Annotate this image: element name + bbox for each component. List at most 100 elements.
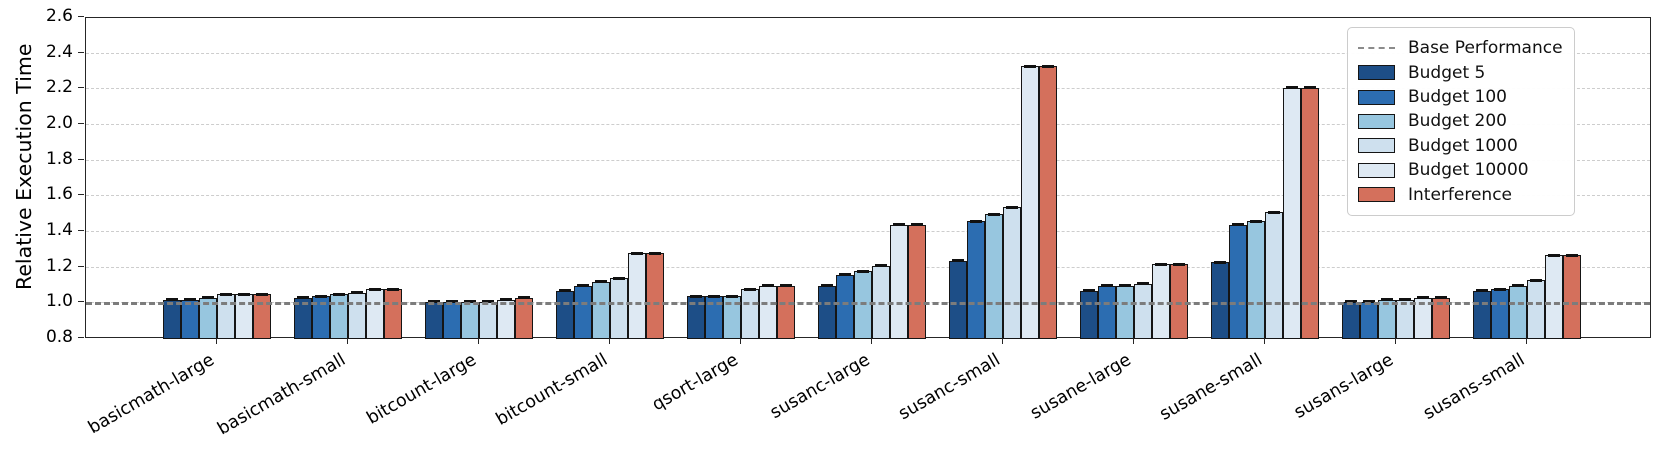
error-bar-cap [296, 296, 310, 300]
error-bar-cap [255, 292, 269, 296]
bar-susanc-small-budget-100 [967, 221, 985, 339]
error-bar-cap [481, 300, 495, 304]
gridline [86, 88, 1650, 90]
y-tick-label: 1.6 [45, 184, 73, 205]
x-tick-label: basicmath-large [85, 350, 218, 439]
gridline [86, 266, 1650, 268]
bar-bitcount-small-budget-1000 [610, 278, 628, 339]
y-tick-mark [78, 194, 84, 196]
error-bar-cap [707, 294, 721, 298]
y-tick-label: 2.4 [45, 41, 73, 62]
legend-swatch-icon [1358, 187, 1395, 203]
y-tick-label: 1.8 [45, 148, 73, 169]
legend-item-budget-200: Budget 200 [1358, 109, 1564, 133]
bar-susans-small-budget-5 [1473, 290, 1491, 339]
error-bar-cap [332, 292, 346, 296]
y-tick-mark [78, 301, 84, 303]
legend-swatch-icon [1358, 138, 1395, 154]
error-bar-cap [856, 269, 870, 273]
error-bar-cap [1023, 64, 1037, 68]
x-tick-label: susans-large [1290, 350, 1397, 423]
error-bar-cap [874, 264, 888, 268]
bar-basicmath-large-budget-5 [163, 299, 181, 339]
gridline [86, 231, 1650, 232]
gridline [86, 195, 1650, 197]
x-tick-label: susans-small [1419, 350, 1528, 424]
x-tick-mark [740, 338, 741, 344]
x-tick-label: bitcount-small [492, 350, 611, 430]
bar-susanc-small-budget-5 [949, 260, 967, 339]
legend-label: Budget 10000 [1408, 160, 1529, 181]
bar-bitcount-small-budget-5 [556, 290, 574, 339]
bar-susans-small-budget-100 [1491, 289, 1509, 339]
x-tick-mark [1002, 338, 1003, 344]
bar-susane-large-budget-100 [1098, 285, 1116, 339]
legend-item-budget-100: Budget 100 [1358, 85, 1564, 109]
bar-susanc-small-interference [1039, 66, 1057, 339]
bar-susane-large-budget-200 [1116, 285, 1134, 339]
x-tick-mark [1133, 338, 1134, 344]
legend-item-budget-5: Budget 5 [1358, 60, 1564, 84]
error-bar-cap [1529, 278, 1543, 282]
y-tick-mark [78, 16, 84, 17]
gridline [86, 159, 1650, 161]
y-tick-label: 2.2 [45, 77, 73, 98]
error-bar-cap [1231, 223, 1245, 227]
error-bar-cap [1493, 287, 1507, 291]
bar-bitcount-small-interference [646, 253, 664, 339]
legend-swatch-icon [1358, 113, 1395, 129]
error-bar-cap [725, 294, 739, 298]
bar-susans-small-budget-10000 [1545, 255, 1563, 339]
bar-bitcount-large-budget-10000 [497, 299, 515, 339]
error-bar-cap [951, 259, 965, 263]
legend: Base Performance Budget 5 Budget 100 Budget… [1347, 27, 1575, 216]
bar-bitcount-large-budget-200 [461, 301, 479, 339]
legend-label: Interference [1408, 184, 1513, 205]
error-bar-cap [910, 223, 924, 227]
x-tick-label: qsort-large [649, 350, 742, 416]
bar-basicmath-small-interference [384, 289, 402, 339]
bar-bitcount-large-budget-5 [425, 301, 443, 339]
bar-susane-large-budget-5 [1080, 290, 1098, 339]
error-bar-cap [1172, 262, 1186, 266]
bar-susane-small-budget-200 [1247, 221, 1265, 339]
bar-susanc-large-budget-10000 [890, 224, 908, 339]
legend-label: Budget 200 [1408, 111, 1507, 132]
error-bar-cap [1511, 284, 1525, 287]
error-bar-cap [1398, 298, 1412, 302]
error-bar-cap [445, 300, 459, 304]
y-tick-label: 2.6 [45, 6, 73, 26]
bar-bitcount-small-budget-10000 [628, 253, 646, 339]
error-bar-cap [1041, 64, 1055, 68]
gridline [86, 124, 1650, 125]
legend-swatch-icon [1358, 65, 1395, 81]
legend-label: Budget 100 [1408, 87, 1507, 108]
error-bar-cap [1565, 253, 1579, 257]
error-bar-cap [689, 294, 703, 298]
x-tick-mark [347, 338, 348, 344]
x-tick-label: susanc-large [766, 350, 873, 424]
error-bar-cap [969, 219, 983, 223]
legend-item-base-performance: Base Performance [1358, 36, 1564, 60]
error-bar-cap [987, 212, 1001, 216]
legend-swatch-icon [1358, 89, 1395, 105]
error-bar-cap [237, 292, 251, 296]
bar-susanc-small-budget-10000 [1021, 66, 1039, 339]
bar-susane-small-budget-5 [1211, 262, 1229, 339]
error-bar-cap [594, 280, 608, 284]
error-bar-cap [517, 296, 531, 300]
bar-qsort-large-budget-1000 [741, 289, 759, 339]
y-tick-mark [78, 87, 84, 89]
y-tick-label: 0.8 [45, 327, 73, 347]
error-bar-cap [1362, 300, 1376, 304]
x-tick-mark [1395, 338, 1396, 344]
bar-susanc-large-budget-200 [854, 271, 872, 339]
bar-susanc-large-budget-100 [836, 274, 854, 339]
bar-susans-small-interference [1563, 255, 1581, 339]
error-bar-cap [1547, 253, 1561, 257]
y-tick-mark [78, 158, 84, 160]
error-bar-cap [838, 273, 852, 277]
bar-susans-small-budget-200 [1509, 285, 1527, 339]
x-tick-label: susane-large [1027, 350, 1135, 424]
